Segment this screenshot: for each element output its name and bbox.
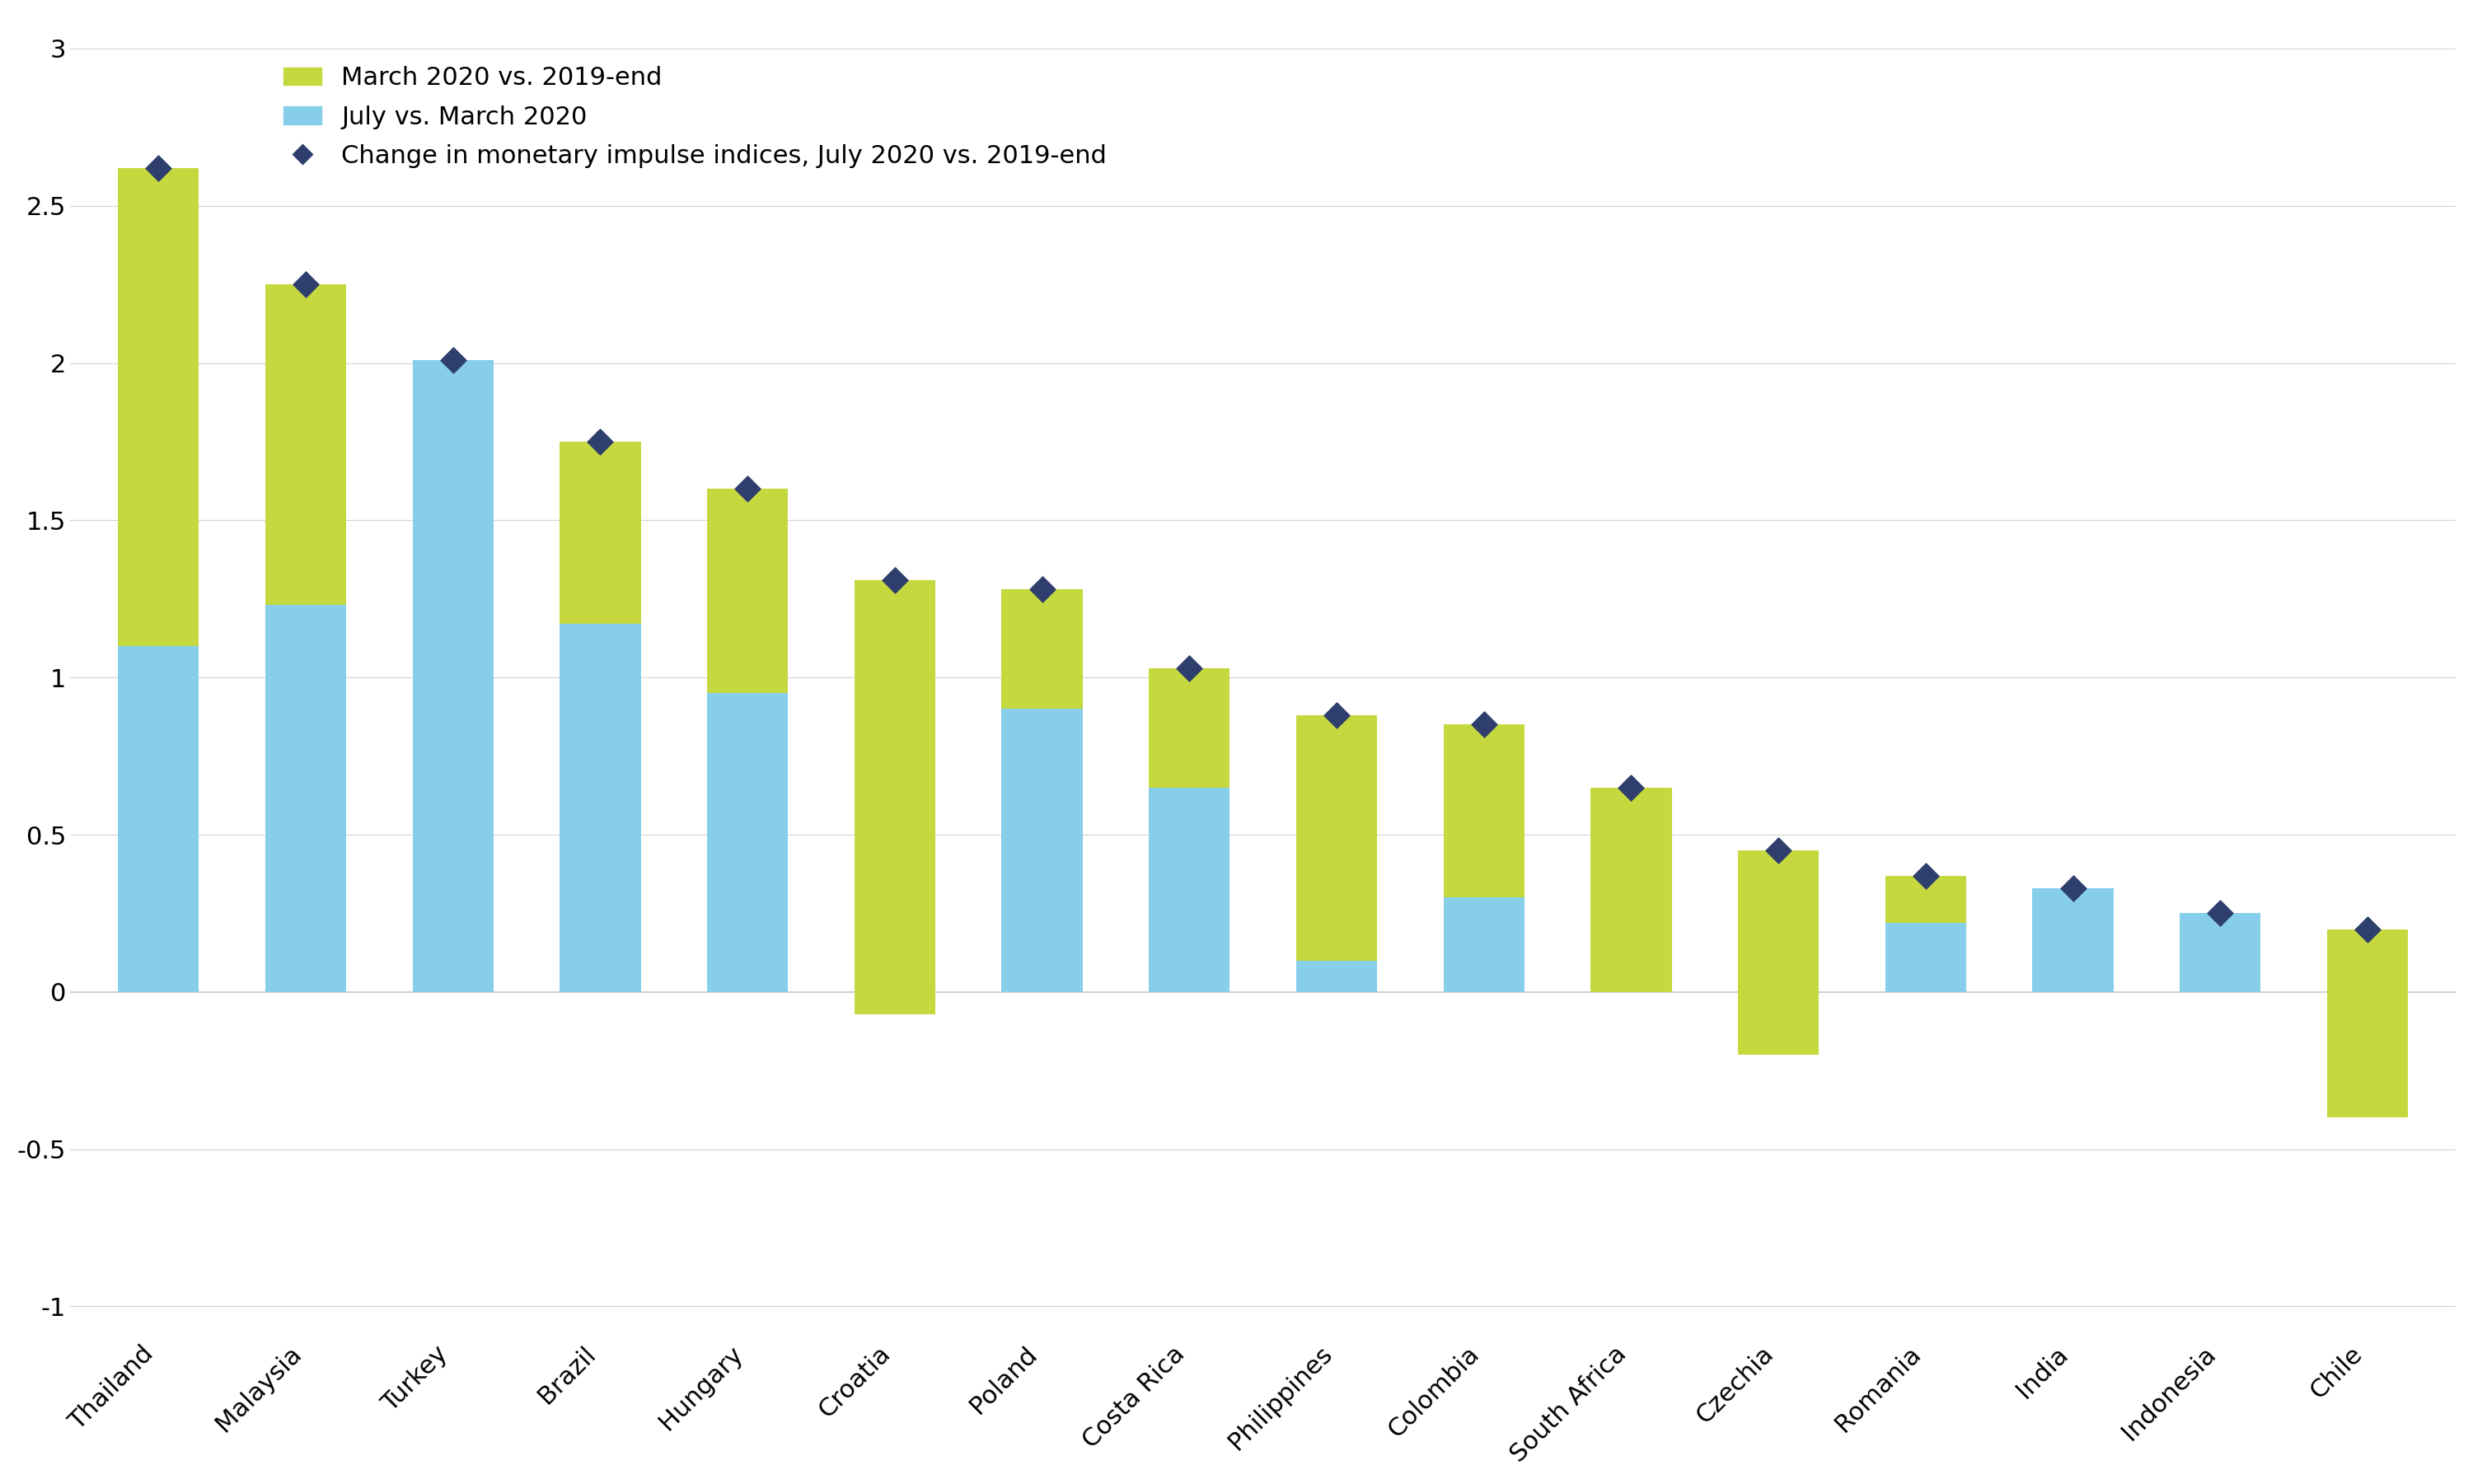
Bar	[1002, 709, 1083, 991]
Point	[1021, 577, 1061, 601]
Bar	[265, 285, 346, 605]
Point	[727, 476, 767, 500]
Point	[1170, 656, 1209, 680]
Bar	[559, 625, 641, 991]
Bar	[119, 168, 198, 646]
Point	[1758, 838, 1798, 862]
Bar	[853, 991, 935, 1014]
Bar	[1444, 898, 1523, 991]
Point	[1907, 864, 1946, 887]
Bar	[1150, 788, 1229, 991]
Point	[1316, 703, 1355, 727]
Bar	[1296, 960, 1377, 991]
Point	[2053, 877, 2092, 901]
Point	[1612, 776, 1652, 800]
Bar	[1884, 876, 1966, 923]
Bar	[707, 693, 789, 991]
Bar	[119, 646, 198, 991]
Bar	[707, 488, 789, 693]
Bar	[1884, 923, 1966, 991]
Bar	[1590, 788, 1672, 991]
Bar	[1002, 589, 1083, 709]
Point	[138, 156, 178, 180]
Bar	[2033, 889, 2114, 991]
Bar	[413, 361, 495, 991]
Bar	[1739, 991, 1820, 1055]
Bar	[265, 605, 346, 991]
Bar	[2327, 929, 2409, 1117]
Point	[287, 273, 326, 297]
Point	[2201, 901, 2241, 925]
Bar	[1444, 724, 1523, 898]
Bar	[559, 442, 641, 625]
Point	[2347, 917, 2386, 941]
Bar	[2179, 913, 2260, 991]
Legend: March 2020 vs. 2019-end, July vs. March 2020, Change in monetary impulse indices: March 2020 vs. 2019-end, July vs. March …	[275, 56, 1118, 178]
Point	[433, 349, 472, 372]
Point	[1464, 712, 1504, 736]
Point	[581, 430, 621, 454]
Bar	[1296, 715, 1377, 960]
Point	[875, 568, 915, 592]
Bar	[1150, 668, 1229, 788]
Bar	[1739, 850, 1820, 1055]
Bar	[853, 580, 935, 1014]
Bar	[2327, 991, 2409, 1117]
